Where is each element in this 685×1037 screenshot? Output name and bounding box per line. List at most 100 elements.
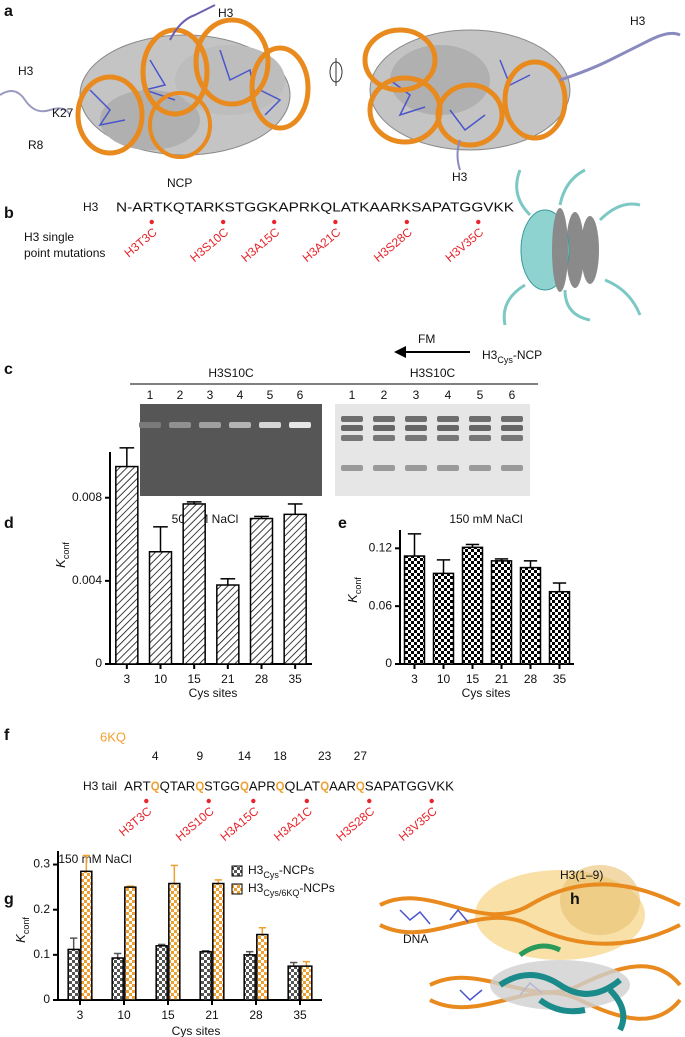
sequence: N-ARTKQTARKSTGGKAPRKQLATKAARKSAPATGGVKK	[116, 199, 514, 214]
mutation-dot	[149, 219, 154, 225]
substituted-residue: Q	[240, 778, 249, 793]
mutation-dot	[304, 798, 310, 804]
rotation-symbol	[329, 58, 343, 86]
mutation-title: H3 single	[24, 230, 74, 244]
bar	[124, 886, 137, 1001]
structure-left	[0, 4, 311, 159]
lane-number: 3	[207, 388, 214, 402]
panel-label: d	[4, 515, 14, 532]
gel-band	[373, 416, 395, 422]
legend-label: H3Cys/6KQ-NCPs	[248, 881, 335, 898]
bar	[168, 882, 181, 1001]
mutation-label: H3T3C	[116, 804, 154, 839]
bar	[432, 572, 455, 665]
x-tick-label: 21	[495, 672, 509, 686]
y-tick-label: 0.1	[33, 947, 50, 961]
legend-swatch	[231, 865, 243, 877]
x-tick-label: 35	[293, 1008, 307, 1022]
bar	[490, 560, 513, 665]
panel-label: e	[338, 515, 347, 532]
bar	[548, 590, 571, 665]
x-tick-label: 15	[466, 672, 480, 686]
target-label: H3Cys-NCP	[482, 348, 542, 365]
bar	[212, 882, 225, 1001]
mutation-title: point mutations	[24, 246, 105, 260]
lane-number: 5	[477, 388, 484, 402]
y-tick-label: 0	[95, 656, 102, 670]
bar	[287, 965, 300, 1001]
structure-h	[379, 865, 682, 1032]
x-tick-label: 28	[524, 672, 538, 686]
fm-arrow	[394, 346, 470, 358]
substituted-residue: Q	[195, 778, 204, 793]
mutation-dot	[206, 798, 211, 804]
bar	[148, 551, 173, 665]
gel-title: H3S10C	[410, 366, 456, 380]
bar	[199, 950, 212, 1001]
bar	[461, 546, 484, 665]
x-tick-label: 15	[187, 672, 201, 686]
y-tick-label: 0.008	[72, 490, 102, 504]
label-h3: H3	[452, 170, 468, 184]
gel-band	[405, 416, 427, 422]
chart-title: 150 mM NaCl	[449, 512, 522, 526]
bar	[300, 965, 313, 1001]
mutation-label: H3T3C	[122, 225, 160, 260]
gel-band	[501, 465, 523, 471]
label-h3: H3	[18, 64, 34, 78]
gel-band	[259, 422, 281, 428]
sequence-segment: SAPATGGVKK	[365, 778, 455, 793]
label-ncp: NCP	[167, 176, 192, 190]
legend-label: H3Cys-NCPs	[248, 863, 314, 880]
bar	[80, 870, 93, 1001]
gel-band	[289, 422, 311, 428]
bar	[519, 566, 542, 665]
gel-band	[469, 465, 491, 471]
label-h3: H3	[630, 14, 646, 28]
sequence-segment: ART	[124, 778, 151, 793]
gel-band	[405, 425, 427, 431]
y-axis-label: Kconf	[345, 577, 363, 603]
gel-band	[341, 416, 363, 422]
label-r8: R8	[28, 138, 44, 152]
mutation-dot	[429, 798, 434, 804]
gel-band	[341, 425, 363, 431]
gel-band	[341, 465, 363, 471]
y-tick-label: 0.12	[369, 540, 393, 554]
substituted-residue: Q	[356, 778, 365, 793]
tail-label: H3 tail	[83, 779, 117, 793]
arrow-label: FM	[418, 332, 435, 346]
x-tick-label: 15	[161, 1008, 175, 1022]
bar	[155, 945, 168, 1001]
modification-label: 6KQ	[100, 729, 126, 744]
bar	[67, 948, 80, 1001]
mutation-dot	[476, 219, 481, 225]
x-axis-label: Cys sites	[462, 686, 511, 700]
gel-band	[373, 465, 395, 471]
lane-number: 6	[297, 388, 304, 402]
position-number: 27	[354, 749, 368, 763]
bar	[256, 933, 269, 1001]
x-tick-label: 10	[154, 672, 168, 686]
structure-right	[362, 27, 681, 171]
lane-number: 1	[349, 388, 356, 402]
x-tick-label: 3	[123, 672, 130, 686]
gel-band	[501, 435, 523, 441]
bar	[403, 555, 426, 665]
gel-band	[437, 435, 459, 441]
mutation-label: H3A21C	[300, 225, 344, 265]
gel-band	[437, 465, 459, 471]
mutation-label: H3A15C	[218, 804, 262, 844]
gel-band	[501, 425, 523, 431]
mutation-label: H3S10C	[187, 225, 231, 265]
y-tick-label: 0.004	[72, 573, 102, 587]
mutation-dot	[367, 798, 372, 804]
region-label: H3(1–9)	[560, 868, 603, 882]
substituted-residue: Q	[320, 778, 329, 793]
position-number: 18	[273, 749, 287, 763]
sequence-segment: AAR	[329, 778, 356, 793]
bar	[115, 465, 139, 665]
y-tick-label: 0.06	[369, 598, 393, 612]
gel-image	[335, 404, 530, 496]
panel-label: b	[4, 205, 14, 222]
